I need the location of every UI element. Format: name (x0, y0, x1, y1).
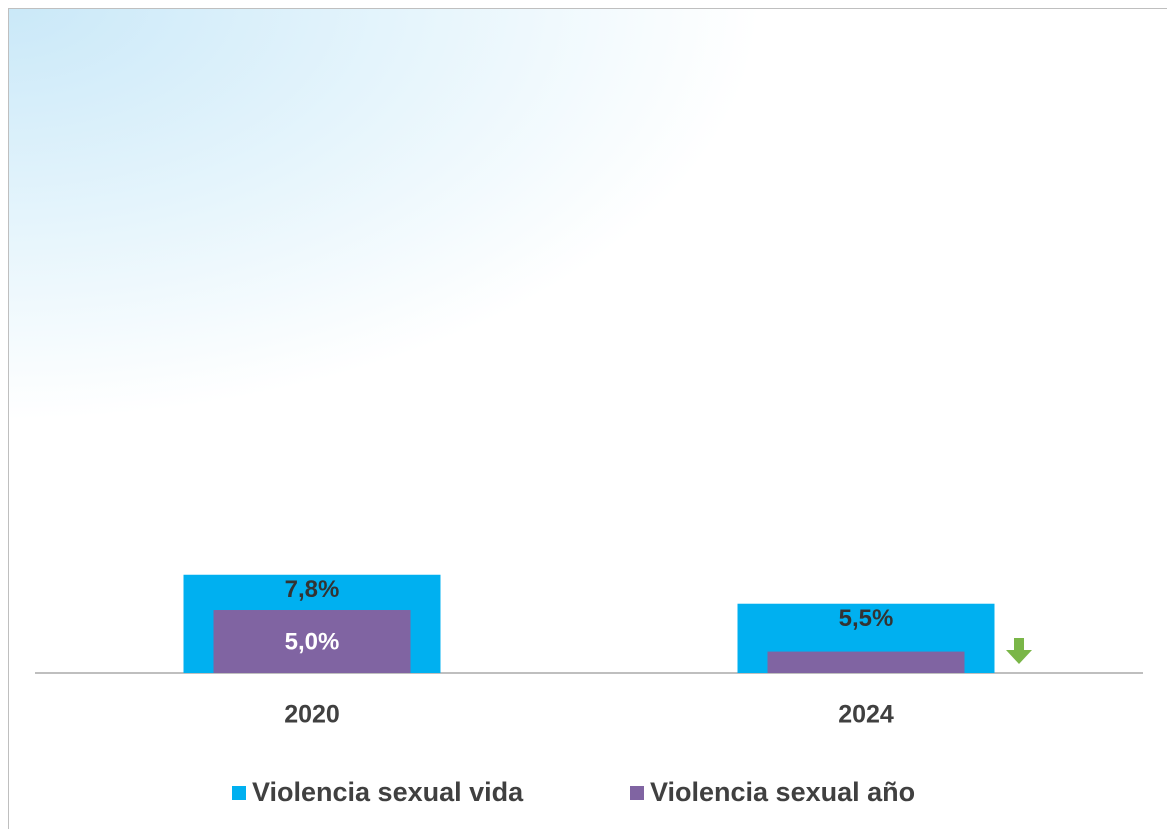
bar (213, 610, 411, 673)
value-label: 7,8% (285, 576, 340, 603)
baseline-mask (20, 674, 1150, 696)
legend-label: Violencia sexual vida (252, 777, 524, 807)
chart-frame (8, 8, 1167, 829)
bar (767, 651, 965, 673)
value-label: 5,0% (285, 628, 340, 655)
down-arrow (1006, 638, 1032, 664)
x-tick-label: 2024 (838, 701, 894, 729)
legend-swatch (630, 786, 644, 800)
legend-label: Violencia sexual año (650, 777, 915, 807)
legend-swatch (232, 786, 246, 800)
value-label: 5,5% (839, 605, 894, 632)
x-tick-label: 2020 (284, 701, 340, 729)
